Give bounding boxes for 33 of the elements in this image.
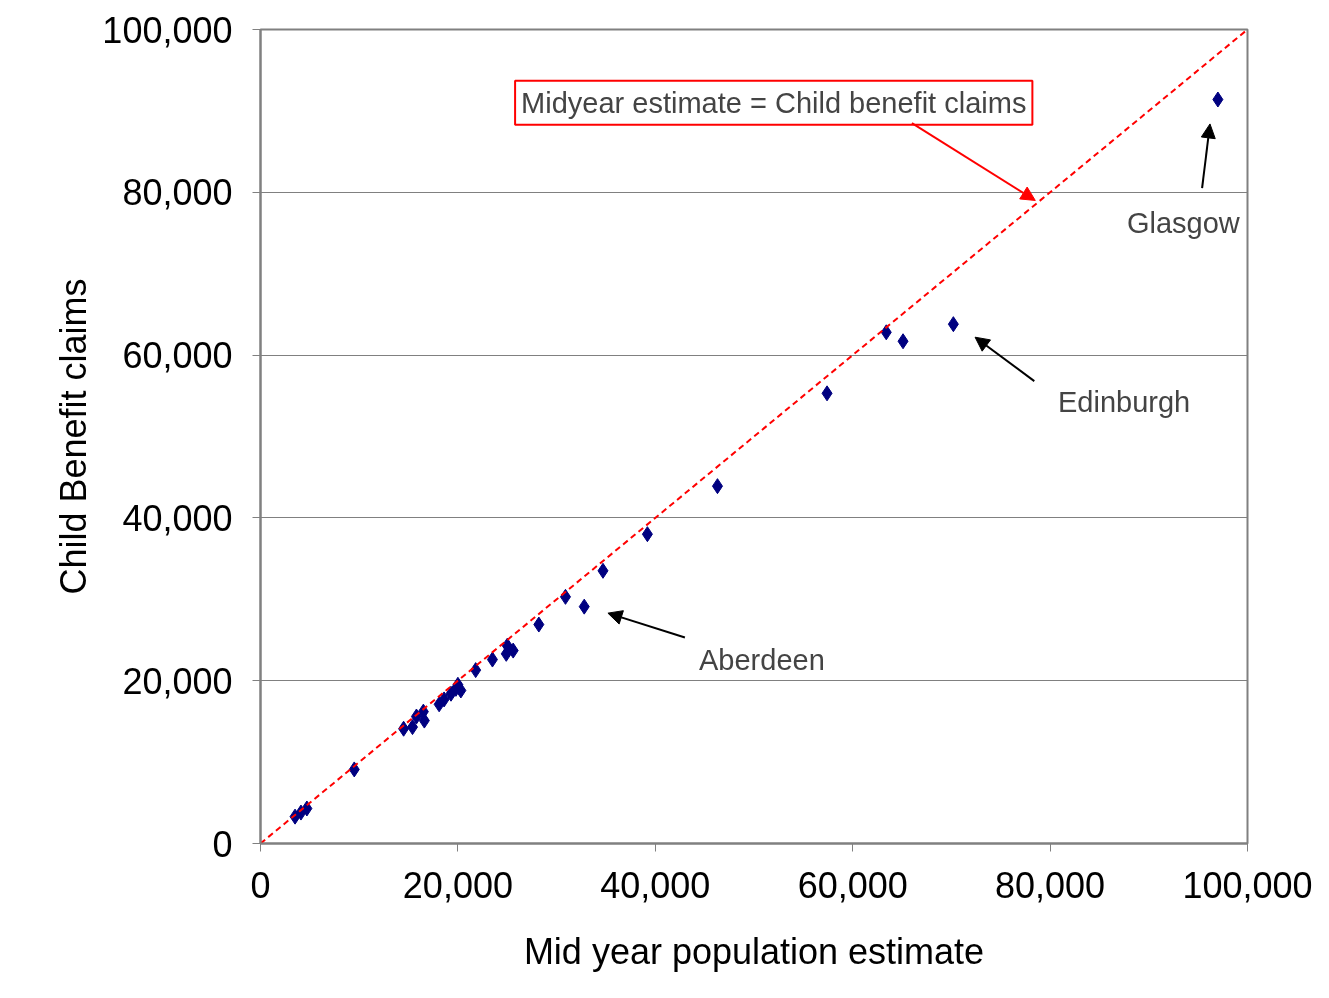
x-tick-label: 0	[250, 864, 271, 906]
point	[486, 651, 498, 668]
point	[455, 682, 467, 699]
point	[533, 616, 545, 633]
x-tick-label: 40,000	[600, 864, 711, 906]
point	[947, 316, 959, 333]
point	[821, 385, 833, 402]
point	[711, 478, 723, 495]
point	[438, 691, 450, 708]
y-tick-label: 100,000	[102, 9, 233, 51]
text: Midyear estimate = Child benefit claims	[521, 86, 1027, 119]
x-tick-label: 20,000	[402, 864, 513, 906]
x-tick-label: 100,000	[1182, 864, 1313, 906]
point	[897, 333, 909, 350]
annotation: Edinburgh	[1058, 386, 1191, 419]
point	[1212, 91, 1224, 108]
point	[470, 662, 482, 679]
y-tick-label: 80,000	[122, 172, 233, 214]
annotation: Aberdeen	[699, 643, 825, 676]
point	[578, 598, 590, 615]
x-axis-title: Mid year population estimate	[523, 930, 985, 972]
x-tick-label: 80,000	[995, 864, 1106, 906]
point	[507, 642, 519, 659]
point	[597, 562, 609, 579]
y-tick-label: 20,000	[122, 660, 233, 702]
x-tick-label: 60,000	[797, 864, 908, 906]
y-tick-label: 60,000	[122, 335, 233, 377]
annotation: Glasgow	[1126, 207, 1241, 240]
point	[641, 526, 653, 543]
point	[880, 324, 892, 341]
y-tick-label: 0	[212, 823, 233, 865]
y-tick-label: 40,000	[122, 497, 233, 539]
y-axis-title: Child Benefit claims	[53, 278, 95, 595]
